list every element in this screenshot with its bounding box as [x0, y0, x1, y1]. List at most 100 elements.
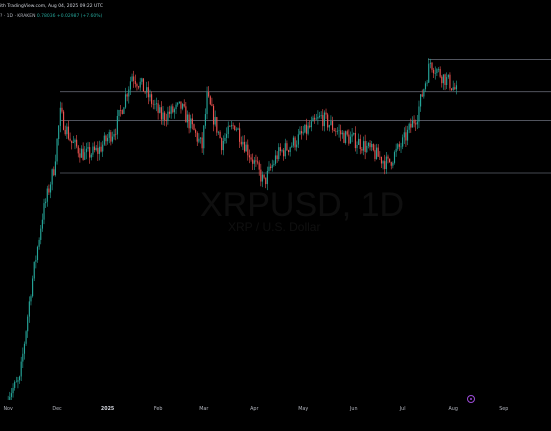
price-value: 0.78036 — [36, 14, 56, 19]
candle-body — [67, 126, 70, 139]
candle-body — [136, 84, 138, 87]
candle-body — [162, 112, 164, 120]
candle-body — [260, 169, 262, 182]
candle-body — [185, 106, 187, 123]
candle-body — [124, 94, 127, 108]
candle-body — [193, 124, 195, 131]
candle-body — [358, 138, 360, 145]
candle-body — [51, 169, 53, 185]
candle-body — [380, 157, 383, 164]
candle-body — [413, 120, 415, 124]
candle-body — [284, 143, 286, 157]
tradingview-logo-icon[interactable] — [467, 395, 475, 403]
candle-body — [58, 125, 60, 139]
candle-body — [134, 80, 136, 85]
candle-body — [164, 112, 166, 121]
candle-body — [139, 81, 141, 88]
candle-body — [266, 170, 268, 185]
candle-body — [335, 131, 337, 132]
candle-body — [9, 396, 11, 403]
candle-body — [82, 148, 84, 160]
candle-body — [299, 131, 301, 135]
candle-body — [209, 96, 211, 105]
candle-body — [186, 114, 189, 123]
candle-body — [320, 115, 322, 116]
candle-body — [72, 142, 74, 143]
candle-body — [322, 115, 324, 127]
candle-body — [239, 128, 241, 142]
candle-body — [377, 147, 379, 157]
candle-body — [382, 161, 384, 164]
candle-body — [291, 145, 293, 148]
x-tick-label: Aug — [448, 407, 458, 412]
candle-body — [180, 101, 182, 109]
candle-body — [32, 278, 34, 297]
candle-body — [379, 156, 381, 158]
candle-body — [54, 161, 56, 176]
candle-body — [103, 135, 105, 145]
header-source-line: ith TradingView.com, Aug 04, 2025 09:22 … — [0, 4, 103, 9]
candle-body — [323, 112, 325, 127]
candle-body — [90, 154, 92, 158]
candle-body — [195, 130, 197, 133]
candle-body — [154, 104, 156, 105]
candle-body — [107, 137, 109, 142]
candle-body — [61, 107, 63, 112]
header-symbol-line: ? · 1D · KRAKEN 0.78036 +0.02987 (+7.60%… — [0, 14, 102, 19]
candle-body — [142, 78, 145, 92]
candle-body — [111, 136, 114, 142]
candle-body — [454, 87, 456, 90]
candle-body — [364, 141, 366, 152]
candle-body — [222, 140, 224, 151]
candle-body — [447, 74, 449, 78]
candle-body — [15, 381, 17, 383]
candle-body — [247, 144, 249, 156]
candle-body — [116, 115, 118, 135]
candle-body — [100, 146, 102, 152]
candle-body — [252, 159, 254, 164]
candle-body — [121, 110, 123, 114]
candle-body — [393, 152, 396, 163]
candle-body — [152, 103, 154, 105]
candle-body — [408, 123, 410, 130]
candle-body — [76, 139, 78, 147]
candle-body — [157, 103, 159, 113]
candle-body — [250, 157, 252, 160]
candle-body — [144, 91, 146, 93]
candle-body — [80, 148, 83, 158]
candle-body — [190, 118, 192, 129]
time-axis[interactable] — [0, 400, 551, 431]
candle-body — [371, 144, 373, 148]
candle-body — [172, 106, 174, 113]
candle-body — [439, 69, 441, 77]
candle-body — [120, 110, 122, 111]
candle-body — [214, 117, 216, 125]
candle-body — [12, 387, 14, 394]
candle-body — [40, 228, 42, 240]
x-tick-label: Feb — [153, 407, 163, 412]
candle-body — [41, 219, 43, 229]
candle-body — [397, 144, 399, 149]
candle-body — [416, 121, 418, 125]
candle-body — [345, 131, 347, 143]
candle-body — [167, 111, 169, 121]
candle-body — [97, 147, 99, 154]
x-tick-label: Nov — [3, 407, 13, 412]
candle-body — [258, 162, 260, 170]
candle-body — [366, 145, 368, 152]
candle-body — [245, 144, 247, 152]
candle-body — [387, 156, 389, 159]
x-tick-label: Sep — [499, 407, 509, 412]
candle-body — [43, 203, 45, 220]
candle-body — [35, 260, 37, 262]
candle-body — [45, 201, 47, 204]
candle-body — [177, 102, 179, 105]
candle-body — [123, 107, 125, 114]
candle-body — [10, 393, 12, 397]
candle-body — [426, 82, 428, 84]
x-tick-label: Apr — [250, 407, 259, 412]
candle-body — [338, 130, 340, 131]
candle-body — [400, 146, 402, 148]
candle-body — [49, 184, 52, 193]
